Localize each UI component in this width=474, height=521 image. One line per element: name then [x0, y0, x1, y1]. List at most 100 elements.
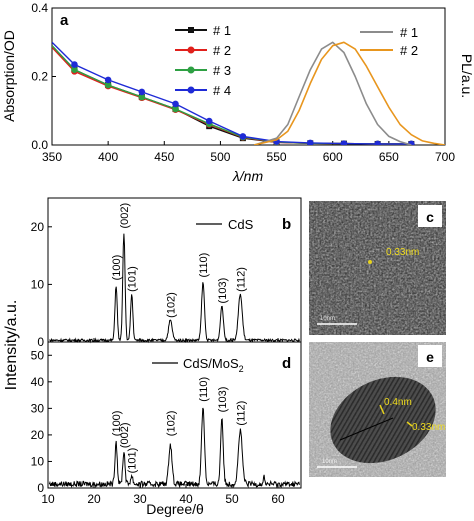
- peak-label: (103): [217, 278, 229, 304]
- tem-e-label: e: [426, 349, 434, 365]
- legend-pl-1: # 1: [360, 25, 418, 40]
- peak-label: (102): [165, 292, 177, 318]
- xrd-ytick-label: 0: [37, 335, 44, 349]
- a-xtick-label: 650: [379, 150, 399, 164]
- xrd-ytick-label: 0: [37, 481, 44, 495]
- absorption-point: [374, 140, 381, 145]
- legend-abs-4-label: # 4: [213, 83, 231, 98]
- absorption-point: [340, 140, 348, 145]
- absorption-point: [71, 66, 78, 73]
- xrd-xtick-label: 60: [271, 492, 285, 506]
- a-ytick-label: 0.0: [31, 138, 48, 152]
- xrd-ytick-label: 40: [31, 375, 45, 389]
- panel-a: 350 400 450 500 550 600 650 700 0.0 0.2 0.4 a Abso…: [1, 1, 474, 184]
- absorption-line-2: [52, 46, 412, 145]
- panel-a-label: a: [60, 12, 69, 29]
- absorption-point: [104, 81, 112, 89]
- absorption-point: [104, 76, 112, 84]
- peak-label: (103): [217, 387, 229, 413]
- peak-label: (112): [235, 267, 247, 292]
- panel-b-frame: [47, 197, 302, 343]
- panel-b-curve: [49, 233, 300, 344]
- absorption-line-1: [52, 45, 412, 145]
- xrd-xtick-label: 30: [133, 492, 147, 506]
- xrd-xtick-label: 40: [179, 492, 193, 506]
- panel-b-legend: CdS: [196, 217, 254, 232]
- absorption-line-4: [52, 41, 412, 145]
- legend-abs-2: # 2: [175, 43, 231, 58]
- legend-abs-1: # 1: [175, 23, 231, 38]
- absorption-point: [306, 139, 314, 145]
- xrd-curve: [48, 407, 300, 489]
- a-xtick-label: 550: [267, 150, 287, 164]
- a-ytick-label: 0.4: [31, 1, 48, 15]
- peak-label: (110): [198, 253, 210, 278]
- tem-image-c: 0.33nm 10nm c: [309, 201, 446, 335]
- absorption-point: [172, 105, 179, 113]
- peak-label: (100): [111, 255, 123, 281]
- panel-a-frame: [51, 7, 446, 146]
- peak-label: (100): [111, 411, 123, 437]
- xrd-ytick-label: 50: [31, 348, 45, 362]
- panel-b-peak-labels: (100) (002) (101) (102) (110) (103) (112): [111, 203, 247, 318]
- xrd-ytick-label: 10: [31, 277, 45, 291]
- a-xtick-label: 700: [435, 150, 455, 164]
- peak-label: (101): [127, 266, 139, 292]
- legend-abs-1-label: # 1: [213, 23, 231, 38]
- peak-label: (101): [127, 448, 139, 474]
- xrd-xtick-label: 20: [87, 492, 101, 506]
- shared-ylabel: Intensity/a.u.: [3, 300, 20, 391]
- legend-abs-4: # 4: [175, 83, 231, 98]
- panel-a-ticks: 350 400 450 500 550 600 650 700 0.0 0.2 0.4: [31, 1, 455, 164]
- tem-e-annotation-2: 0.33nm: [412, 422, 445, 433]
- legend-absorption: # 1 # 2 # 3 # 4: [175, 23, 231, 98]
- absorption-line-3: [52, 45, 412, 145]
- tem-c-label: c: [426, 209, 434, 225]
- a-ytick-label: 0.2: [31, 70, 48, 84]
- legend-pl-2: # 2: [360, 43, 418, 58]
- panel-b-legend-label: CdS: [228, 217, 254, 232]
- a-xtick-label: 600: [323, 150, 343, 164]
- tem-e-annotation-1: 0.4nm: [384, 397, 412, 408]
- panel-b-ticks: 0 10 20: [31, 220, 279, 349]
- a-xtick-label: 500: [210, 150, 230, 164]
- peak-label: (002): [119, 422, 131, 448]
- absorption-point: [239, 133, 247, 140]
- xrd-xtick-label: 10: [41, 492, 55, 506]
- panel-d-legend-label: CdS/MoS2: [183, 356, 244, 374]
- xrd-ytick-label: 20: [31, 220, 45, 234]
- panel-a-curves: [52, 41, 445, 145]
- legend-abs-2-label: # 2: [213, 43, 231, 58]
- xrd-ytick-label: 30: [31, 401, 45, 415]
- panel-d-peak-labels: (100)(002)(101) (102) (110) (103) (112): [111, 377, 247, 474]
- absorption-point: [138, 88, 146, 96]
- a-xtick-label: 450: [154, 150, 174, 164]
- panel-d-xlabel: Degree/θ: [146, 501, 204, 517]
- tem-c-scale: 10nm: [320, 316, 335, 322]
- panel-b: 0 10 20 (100) (002) (101) (102) (110) (103) (112…: [31, 197, 302, 349]
- legend-abs-3: # 3: [175, 63, 231, 78]
- xrd-ytick-label: 20: [31, 428, 45, 442]
- peak-label: (110): [198, 377, 210, 402]
- panel-d-frame: [47, 341, 302, 489]
- panel-a-ylabel-left: Absorption/OD: [1, 30, 17, 122]
- pl-line-1: [253, 41, 412, 145]
- legend-pl-1-label: # 1: [400, 25, 418, 40]
- xrd-curve: [49, 233, 300, 344]
- panel-d-curve: [48, 407, 300, 489]
- panel-d-legend: CdS/MoS2: [152, 356, 244, 374]
- absorption-point: [172, 100, 179, 108]
- tem-c-annotation: 0.33nm: [386, 247, 419, 258]
- a-xtick-label: 350: [42, 150, 62, 164]
- panel-d-label: d: [282, 355, 291, 372]
- peak-label: (112): [235, 401, 247, 426]
- absorption-point: [205, 117, 213, 125]
- tem-e-scale: 10nm: [322, 459, 337, 465]
- a-xtick-label: 400: [98, 150, 118, 164]
- panel-a-xlabel: λ/nm: [232, 168, 264, 184]
- xrd-xtick-label: 50: [225, 492, 239, 506]
- absorption-point: [71, 61, 78, 68]
